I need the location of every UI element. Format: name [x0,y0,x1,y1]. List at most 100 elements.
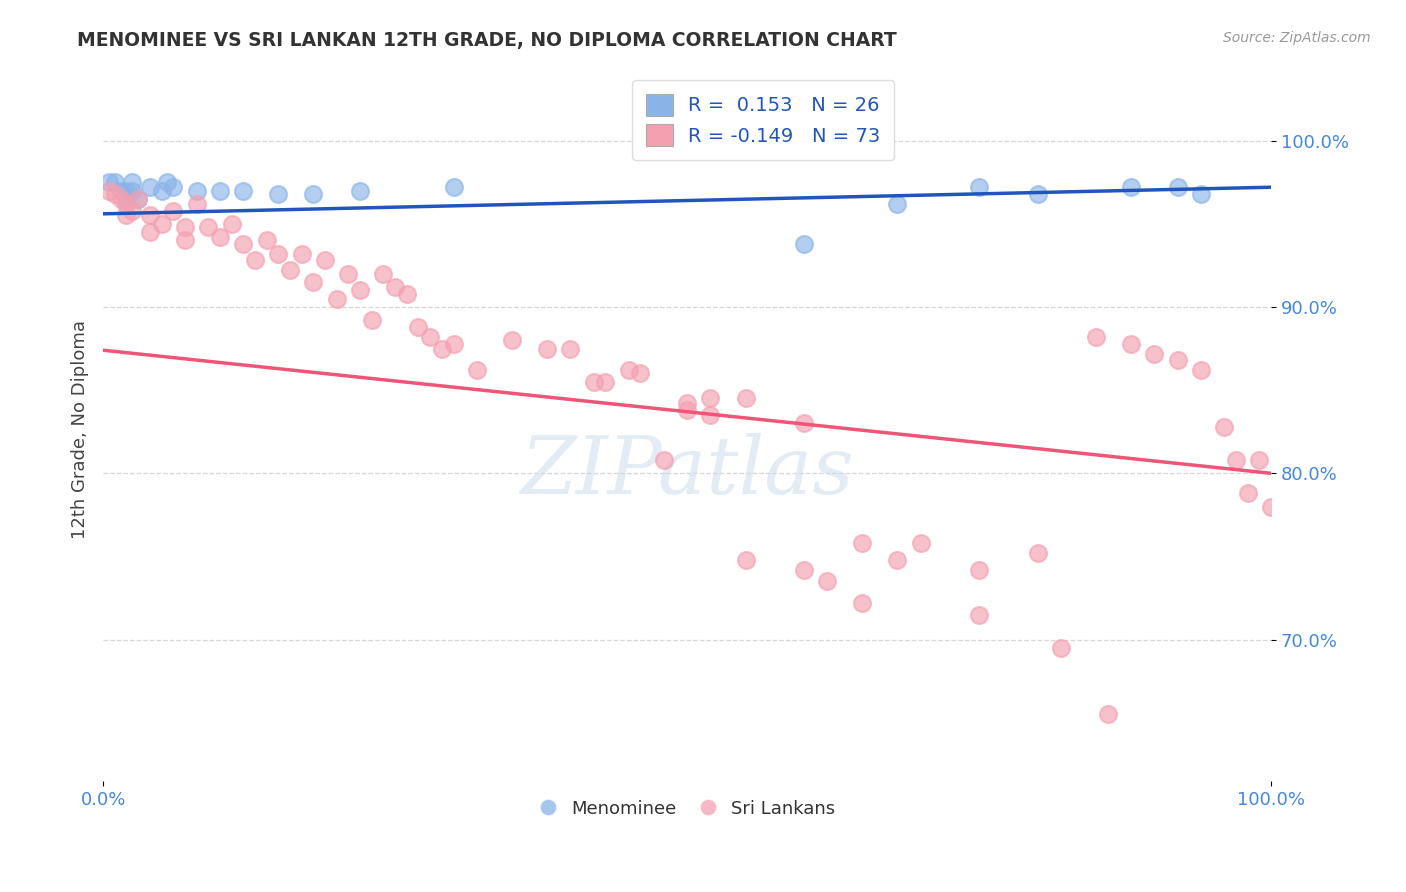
Text: Source: ZipAtlas.com: Source: ZipAtlas.com [1223,31,1371,45]
Point [465,363,488,377]
Point [150,184,173,198]
Legend: Menominee, Sri Lankans: Menominee, Sri Lankans [531,792,842,825]
Point [162,203,184,218]
Point [384,280,406,294]
Point [349,184,371,198]
Point [104,175,127,189]
Point [886,197,908,211]
Point [967,563,990,577]
Point [419,330,441,344]
Point [851,536,873,550]
Point [1119,336,1142,351]
Point [910,536,932,550]
Point [793,563,815,577]
Point [1143,346,1166,360]
Point [1260,500,1282,514]
Point [617,363,640,377]
Point [595,375,617,389]
Point [443,336,465,351]
Point [115,197,138,211]
Point [373,267,395,281]
Point [314,253,336,268]
Point [337,267,360,281]
Text: ZIPatlas: ZIPatlas [520,433,853,510]
Point [1084,330,1107,344]
Point [104,186,127,201]
Point [967,180,990,194]
Point [501,333,523,347]
Point [256,234,278,248]
Point [652,453,675,467]
Point [291,246,314,260]
Point [121,203,143,218]
Point [173,234,195,248]
Point [443,180,465,194]
Point [139,180,162,194]
Point [278,263,301,277]
Point [115,184,138,198]
Y-axis label: 12th Grade, No Diploma: 12th Grade, No Diploma [72,319,89,539]
Point [582,375,605,389]
Point [115,209,138,223]
Text: MENOMINEE VS SRI LANKAN 12TH GRADE, NO DIPLOMA CORRELATION CHART: MENOMINEE VS SRI LANKAN 12TH GRADE, NO D… [77,31,897,50]
Point [110,184,132,198]
Point [302,275,325,289]
Point [793,417,815,431]
Point [1225,453,1247,467]
Point [197,220,219,235]
Point [734,553,756,567]
Point [115,192,138,206]
Point [1236,486,1258,500]
Point [186,197,208,211]
Point [1097,707,1119,722]
Point [1119,180,1142,194]
Point [1249,453,1271,467]
Point [232,236,254,251]
Point [967,607,990,622]
Point [699,408,721,422]
Point [1213,419,1236,434]
Point [98,175,121,189]
Point [676,396,699,410]
Point [560,342,582,356]
Point [349,283,371,297]
Point [121,175,143,189]
Point [139,225,162,239]
Point [793,236,815,251]
Point [162,180,184,194]
Point [208,230,231,244]
Point [628,367,651,381]
Point [699,392,721,406]
Point [734,392,756,406]
Point [267,186,290,201]
Point [676,403,699,417]
Point [408,320,430,334]
Point [1050,640,1073,655]
Point [121,184,143,198]
Point [186,184,208,198]
Point [1026,546,1049,560]
Point [851,596,873,610]
Point [1026,186,1049,201]
Point [98,184,121,198]
Point [302,186,325,201]
Point [127,192,149,206]
Point [360,313,382,327]
Point [139,209,162,223]
Point [156,175,179,189]
Point [1167,353,1189,368]
Point [430,342,453,356]
Point [127,192,149,206]
Point [886,553,908,567]
Point [1189,186,1212,201]
Point [150,217,173,231]
Point [232,184,254,198]
Point [208,184,231,198]
Point [243,253,266,268]
Point [395,286,418,301]
Point [536,342,558,356]
Point [110,192,132,206]
Point [173,220,195,235]
Point [1189,363,1212,377]
Point [267,246,290,260]
